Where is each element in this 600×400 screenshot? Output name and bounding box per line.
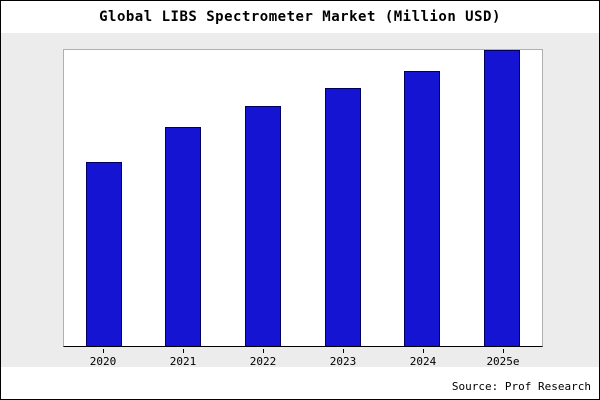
bar-2022 xyxy=(245,106,282,346)
x-tick-label-2020: 2020 xyxy=(79,349,127,368)
x-tick-mark xyxy=(503,349,504,353)
x-tick-mark xyxy=(263,349,264,353)
x-tick-mark xyxy=(423,349,424,353)
x-tick-mark xyxy=(183,349,184,353)
plot-area xyxy=(63,49,543,347)
bar-2021 xyxy=(165,126,202,346)
chart-title: Global LIBS Spectrometer Market (Million… xyxy=(99,9,501,25)
bar-2025e xyxy=(484,50,521,346)
x-tick-label-2025e: 2025e xyxy=(479,349,527,368)
x-tick-label-2021: 2021 xyxy=(159,349,207,368)
source-attribution: Source: Prof Research xyxy=(451,380,591,393)
x-tick-label-2024: 2024 xyxy=(399,349,447,368)
x-tick-mark xyxy=(343,349,344,353)
bar-2020 xyxy=(85,162,122,346)
x-tick-mark xyxy=(103,349,104,353)
bar-2024 xyxy=(404,70,441,346)
x-tick-label-2022: 2022 xyxy=(239,349,287,368)
x-tick-label-2023: 2023 xyxy=(319,349,367,368)
bar-2023 xyxy=(324,88,361,346)
x-axis-labels: 2020 2021 2022 2023 2024 2025e xyxy=(63,349,543,369)
